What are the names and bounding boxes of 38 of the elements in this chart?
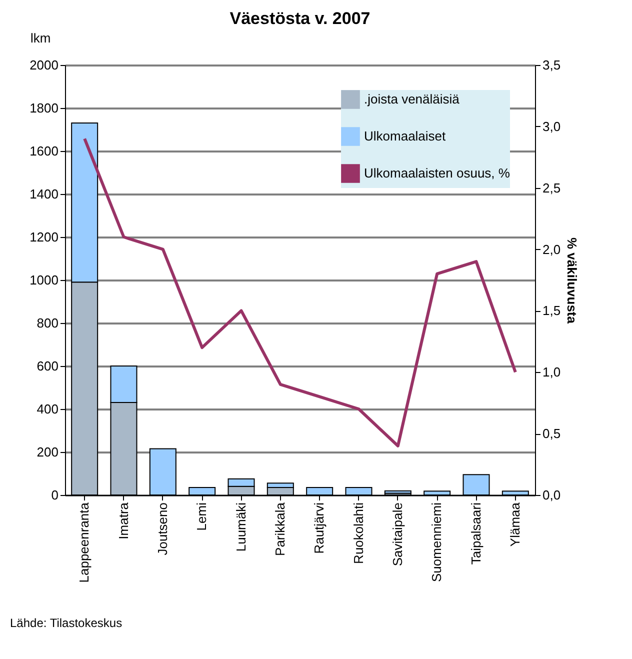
y-tick-label: 1200 bbox=[30, 230, 58, 244]
y2-tick-label: 0,5 bbox=[542, 426, 561, 442]
y2-tick-label: 2,5 bbox=[542, 180, 561, 196]
legend-label: .joista venäläisiä bbox=[364, 92, 460, 106]
y-tick-label: 800 bbox=[36, 316, 58, 330]
x-tick-label: Parikkala bbox=[272, 502, 288, 556]
legend-label: Ulkomaalaisten osuus, % bbox=[364, 166, 510, 180]
text: Lähde: Tilastokeskus bbox=[10, 616, 122, 630]
x-tick-label: Ruokolahti bbox=[350, 502, 366, 564]
x-tick-label: Ylämaa bbox=[507, 502, 522, 547]
y-tick-label: 1400 bbox=[30, 186, 58, 202]
y2-tick-label: 1,0 bbox=[542, 364, 561, 380]
y-tick-label: 1600 bbox=[30, 144, 58, 158]
y2-tick-label: 0,0 bbox=[542, 488, 561, 502]
x-tick-label: Rautjärvi bbox=[312, 502, 327, 554]
x-tick-label: Lemi bbox=[194, 502, 210, 531]
x-tick-label: Imatra bbox=[116, 502, 131, 540]
chart-title: Väestösta v. 2007 bbox=[230, 9, 370, 28]
y2-tick-label: 3,5 bbox=[542, 58, 561, 72]
x-tick-label: Taipalsaari bbox=[468, 502, 484, 565]
y-tick-label: 1800 bbox=[30, 100, 58, 116]
y-tick-label: 0 bbox=[51, 488, 58, 502]
y-axis-title: lkm bbox=[30, 30, 51, 46]
y-tick-label: 600 bbox=[36, 358, 58, 374]
y-tick-label: 400 bbox=[36, 402, 58, 416]
legend-label: Ulkomaalaiset bbox=[364, 128, 446, 144]
y-tick-label: 2000 bbox=[30, 58, 58, 72]
y-tick-label: 200 bbox=[36, 444, 58, 460]
x-tick-label: Lappeenranta bbox=[76, 502, 92, 583]
x-tick-label: Luumäki bbox=[233, 502, 248, 552]
x-tick-label: Joutseno bbox=[154, 502, 170, 556]
y2-axis-title: % väkiluvusta bbox=[564, 238, 580, 324]
y2-tick-label: 1,5 bbox=[542, 303, 561, 318]
y-tick-label: 1000 bbox=[30, 272, 58, 288]
x-tick-label: Suomenniemi bbox=[429, 502, 444, 582]
y2-tick-label: 2,0 bbox=[542, 242, 561, 257]
y2-tick-label: 3,0 bbox=[542, 118, 561, 134]
x-tick-label: Savitaipale bbox=[390, 502, 405, 566]
